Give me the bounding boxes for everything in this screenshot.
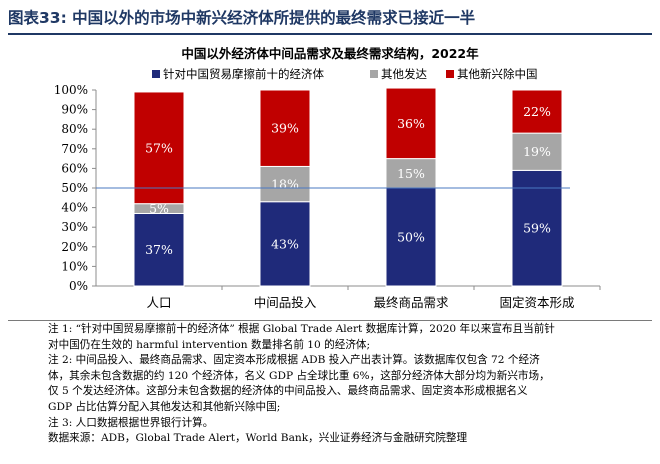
note-line: 注 2: 中间品投入、最终商品需求、固定资本形成根据 ADB 投入产出表计算。该… [48,354,540,367]
title-divider [8,33,652,35]
bar-segment-2-3 [385,158,437,189]
legend-label: 其他发达 [381,67,427,81]
data-label: 5% [149,201,169,216]
bar-segment-1-2 [259,201,311,287]
legend-label: 其他新兴除中国 [457,67,538,81]
note-line: 注 1: “针对中国贸易摩擦前十的经济体” 根据 Global Trade Al… [48,323,555,335]
data-label: 15% [397,166,425,181]
data-label: 37% [145,242,173,257]
legend-swatch [152,70,160,78]
legend-swatch [370,70,378,78]
bar-segment-2-4 [511,132,563,171]
bar-segment-1-4 [511,169,563,287]
y-tick-label: 10% [61,259,88,273]
note-line: 对中国仍在生效的 harmful intervention 数量排名前 10 的… [48,338,371,351]
notes-divider [8,320,652,321]
data-label: 36% [397,116,425,131]
chart-title: 中国以外经济体中间品需求及最终需求结构，2022年 [181,46,479,61]
legend-item-3: 其他新兴除中国 [446,67,538,81]
bar-segment-3-1 [133,91,185,205]
legend-item-2: 其他发达 [370,67,427,81]
note-line: GDP 占比估算分配入其他发达和其他新兴除中国; [48,400,281,413]
data-label: 39% [271,121,299,136]
note-line: 体，其余未包含数据的约 120 个经济体，名义 GDP 占全球比重 6%，这部分… [48,369,550,382]
data-label: 19% [523,144,551,159]
data-label: 59% [523,221,551,236]
bar-segment-3-2 [259,89,311,167]
data-label: 18% [271,177,299,192]
note-line: 注 3: 人口数据根据世界银行计算。 [48,416,214,429]
y-tick-label: 0% [69,279,88,293]
note-line: 仅 5 个发达经济体。这部分未包含数据的经济体的中间品投入、最终商品需求、固定资… [48,385,528,398]
y-tick-label: 40% [61,201,88,215]
bar-segment-2-2 [259,165,311,203]
data-label: 50% [397,230,425,245]
bar-segment-3-3 [385,87,437,160]
y-tick-label: 60% [61,161,88,175]
x-tick-label: 人口 [146,295,171,310]
x-tick-label: 固定资本形成 [499,295,574,310]
y-tick-label: 30% [61,220,88,234]
y-tick-label: 100% [54,83,88,97]
legend-swatch [446,70,454,78]
y-tick-label: 50% [61,181,88,195]
plot-area: 0% 10% 20% 30% 40% 50% 60% 70% 80% 90% 100% 37% 5% 57… [54,83,601,310]
data-label: 22% [523,104,551,119]
stacked-bar-chart: 中国以外经济体中间品需求及最终需求结构，2022年 针对中国贸易摩擦前十的经济体… [54,46,601,310]
note-line: 数据来源：ADB，Global Trade Alert，World Bank，兴… [48,432,468,445]
y-tick-label: 20% [61,240,88,254]
legend-label: 针对中国贸易摩擦前十的经济体 [163,67,324,81]
figure-title: 图表33: 中国以外的市场中新兴经济体所提供的最终需求已接近一半 [8,9,476,27]
bar-segment-1-1 [133,212,185,287]
data-label: 43% [271,236,299,251]
notes-block: 注 1: “针对中国贸易摩擦前十的经济体” 根据 Global Trade Al… [48,322,648,447]
legend-item-1: 针对中国贸易摩擦前十的经济体 [152,67,324,81]
x-tick-label: 最终商品需求 [373,295,449,310]
chart-legend: 针对中国贸易摩擦前十的经济体 其他发达 其他新兴除中国 [152,67,538,81]
bar-segment-1-3 [385,187,437,287]
y-tick-label: 80% [61,122,88,136]
x-tick-label: 中间品投入 [254,295,317,310]
y-tick-label: 70% [61,142,88,156]
bar-segment-3-4 [511,89,563,134]
y-tick-label: 90% [61,103,88,117]
data-label: 57% [145,140,173,155]
